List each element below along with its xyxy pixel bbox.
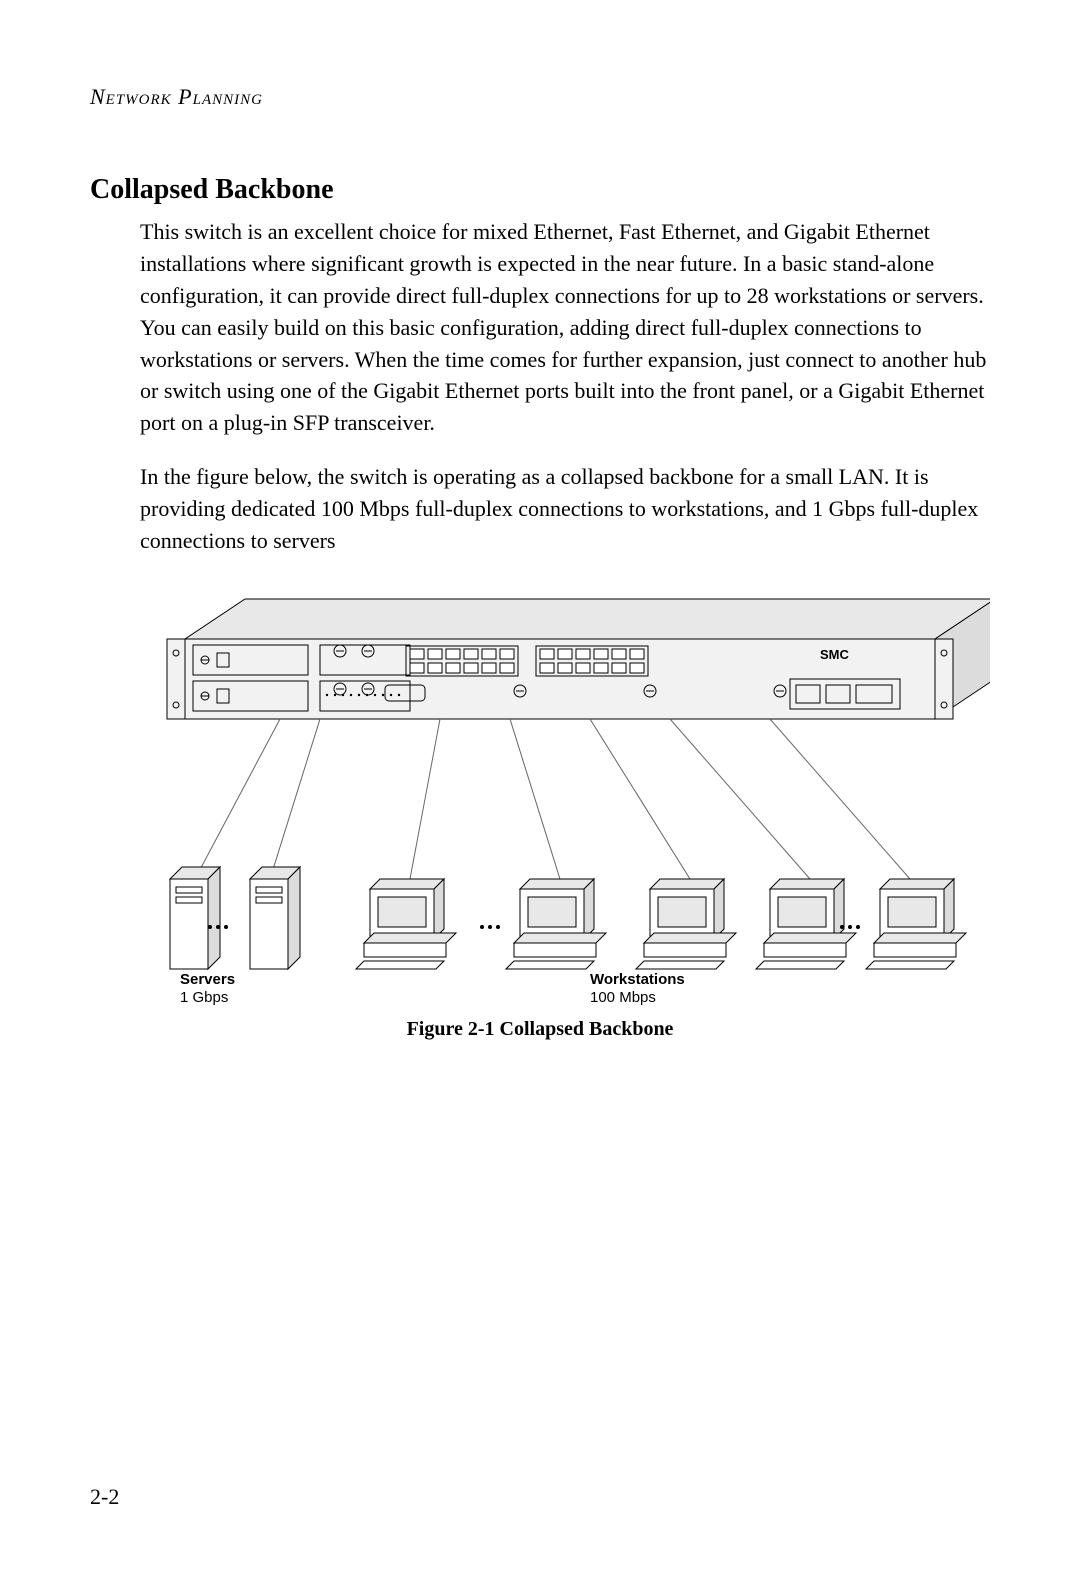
svg-text:100 Mbps: 100 Mbps [590,989,656,1006]
svg-text:Servers: Servers [180,971,235,988]
figure-caption: Figure 2-1 Collapsed Backbone [90,1018,990,1041]
page-number: 2-2 [90,1484,119,1510]
svg-text:Full Duplex: Full Duplex [590,1007,666,1009]
running-head: Network Planning [90,84,990,110]
page: Network Planning Collapsed Backbone This… [0,0,1080,1570]
svg-text:SMC: SMC [820,647,850,662]
network-diagram: SMCServers1 GbpsFull DuplexWorkstations1… [90,579,990,1009]
svg-text:1 Gbps: 1 Gbps [180,989,228,1006]
body-paragraph-1: This switch is an excellent choice for m… [90,216,990,439]
body-paragraph-2: In the figure below, the switch is opera… [90,461,990,557]
figure: SMCServers1 GbpsFull DuplexWorkstations1… [90,579,990,1041]
svg-text:Full Duplex: Full Duplex [174,1007,250,1009]
section-title: Collapsed Backbone [90,174,990,206]
svg-text:Workstations: Workstations [590,971,685,988]
